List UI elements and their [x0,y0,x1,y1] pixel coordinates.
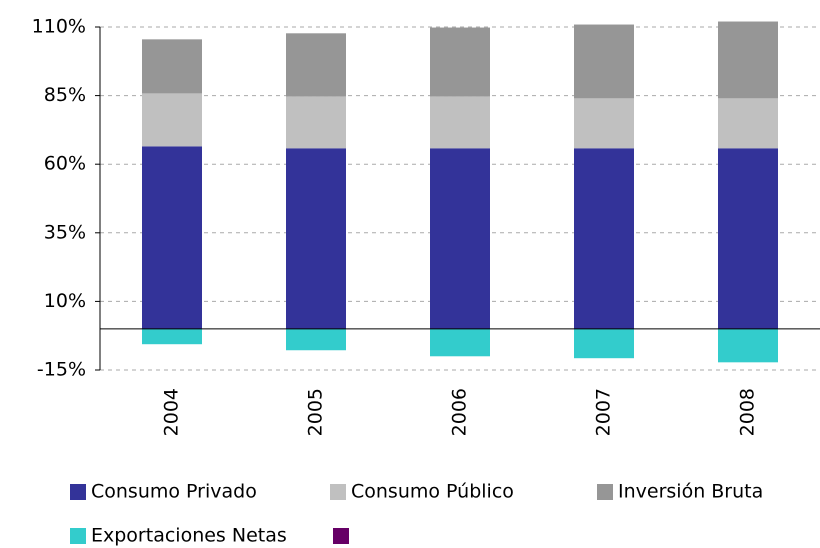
bar-segment [286,328,346,351]
bar-segment [718,328,778,363]
legend-label: Exportaciones Netas [91,525,287,547]
y-tick-label: 85% [44,84,86,106]
y-tick-label: 110% [32,16,86,38]
bar-segment [142,93,202,147]
bar-segment [430,328,490,357]
bar-segment [286,33,346,97]
legend-swatch [597,484,613,500]
bar-segment [718,148,778,329]
x-tick-label: 2004 [161,388,183,436]
bar-segment [574,24,634,99]
y-tick-label: 35% [44,221,86,243]
legend-swatch [70,528,86,544]
x-tick-label: 2008 [737,388,759,436]
x-tick-label: 2006 [449,388,471,436]
x-tick-label: 2007 [593,388,615,436]
y-tick-label: -15% [37,359,86,381]
bar-segment [430,27,490,97]
bar-segment [286,96,346,149]
legend-swatch [70,484,86,500]
legend-swatch [333,528,349,544]
legend-label: Consumo Privado [91,481,257,503]
bar-segment [574,148,634,329]
legend-label: Consumo Público [351,481,514,503]
legend-label: Inversión Bruta [618,481,763,503]
bar-segment [718,98,778,149]
y-tick-label: 60% [44,153,86,175]
x-tick-label: 2005 [305,388,327,436]
legend-swatch [330,484,346,500]
bar-segment [286,148,346,329]
bar-segment [718,21,778,99]
bar-segment [574,98,634,149]
bar-segment [430,148,490,329]
bar-segment [142,146,202,329]
bar-segment [142,39,202,94]
bar-segment [142,328,202,345]
bar-segment [430,96,490,149]
bar-segment [574,328,634,359]
y-tick-label: 10% [44,290,86,312]
